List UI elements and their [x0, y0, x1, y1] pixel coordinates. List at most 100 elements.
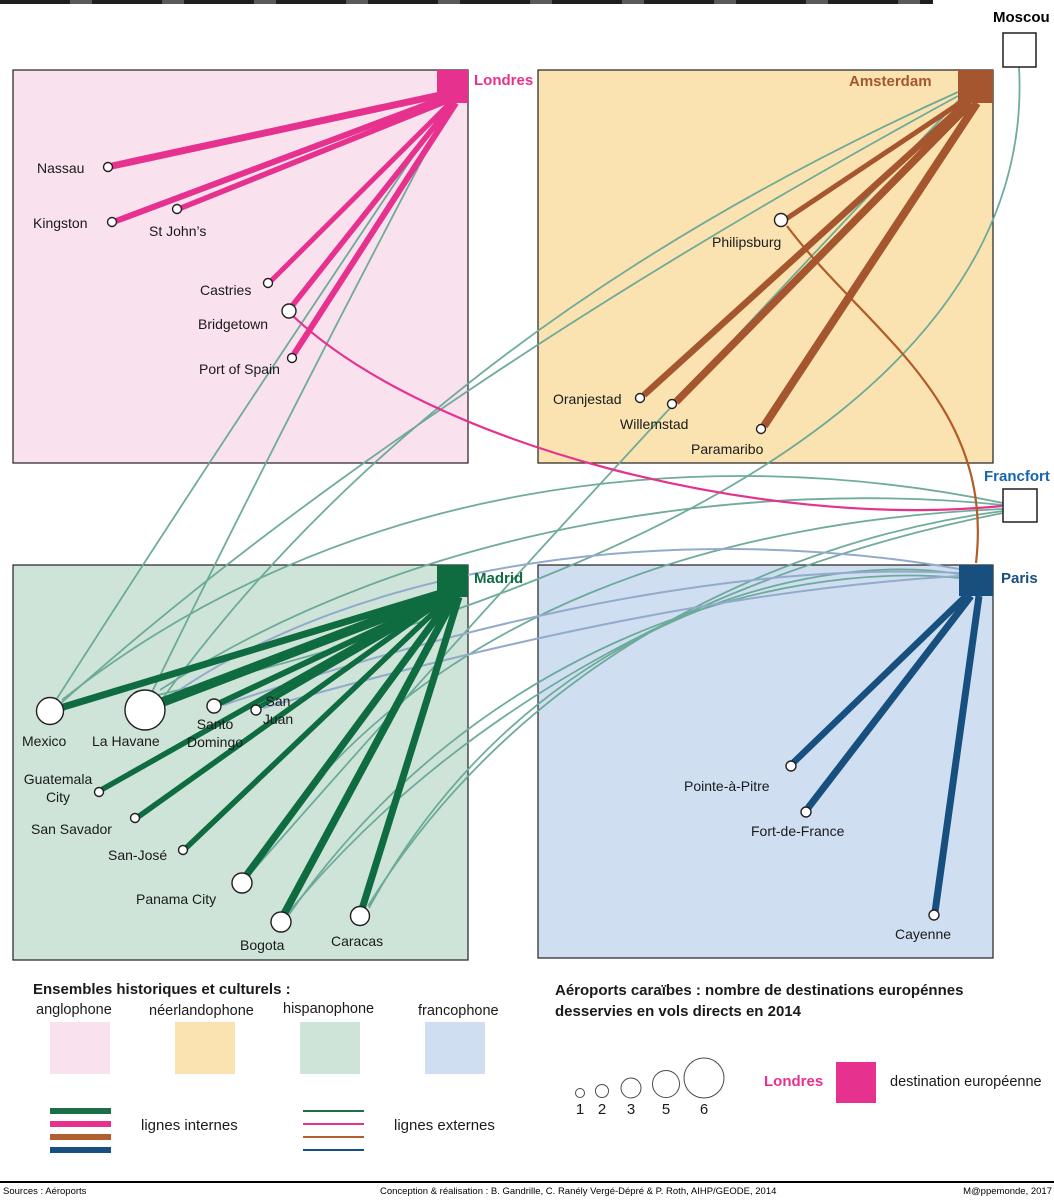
route-madrid-guatemala — [99, 592, 448, 793]
legend-internal-line-blue — [50, 1147, 111, 1153]
route-amsterdam-philipsburg — [784, 98, 965, 222]
hub-label-madrid: Madrid — [474, 570, 524, 587]
route-madrid-lahavane — [158, 589, 448, 708]
route-amsterdam-willemstad — [673, 100, 974, 405]
route-londres-bridgetown — [289, 101, 456, 308]
route-paris-bogota — [287, 574, 960, 917]
route-paris-philipsburg — [786, 225, 979, 564]
legend-size-5: 5 — [661, 1101, 671, 1118]
route-paris-caracas — [368, 568, 960, 909]
hub-label-francfort: Francfort — [984, 468, 1050, 485]
city-label-bridgetown: Bridgetown — [198, 316, 269, 332]
city-label-mexico: Mexico — [22, 733, 67, 749]
city-label-stjohns: St John’s — [149, 223, 207, 239]
legend-destination-example: Londres — [764, 1073, 824, 1090]
airport-bogota — [270, 911, 292, 933]
legend-internal-lines-label: lignes internes — [141, 1117, 238, 1134]
airport-kingston — [106, 216, 118, 228]
legend-destination-label: destination européenne — [890, 1074, 1042, 1090]
city-label-fortdefrance: Fort-de-France — [751, 823, 845, 839]
route-francfort-bridgetown — [292, 315, 1003, 512]
city-label-philipsburg: Philipsburg — [712, 234, 782, 250]
route-amsterdam-panama — [249, 98, 961, 875]
hub-square-londres — [437, 70, 468, 103]
route-londres-stjohns — [179, 98, 449, 211]
city-label-oranjestad: Oranjestad — [553, 391, 622, 407]
legend-external-line-pink — [303, 1123, 364, 1125]
legend-label-anglophone: anglophone — [36, 1002, 112, 1018]
route-madrid-panama — [242, 594, 455, 880]
city-label-caracas: Caracas — [331, 933, 384, 949]
airport-nassau — [102, 161, 114, 173]
figure-title-line2: desservies en vols directs en 2014 — [555, 1003, 801, 1020]
legend-circle-5 — [652, 1070, 680, 1098]
city-label-pointeapitre: Pointe-à-Pitre — [684, 778, 770, 794]
legend-external-lines-label: lignes externes — [394, 1117, 495, 1134]
city-label-paramaribo: Paramaribo — [691, 441, 764, 457]
route-madrid-mexico — [58, 588, 446, 712]
airport-fortdefrance — [800, 806, 812, 818]
airport-oranjestad — [634, 392, 646, 404]
hub-square-madrid — [437, 565, 468, 597]
city-label-bogota: Bogota — [240, 937, 285, 953]
route-paris-sanjuan — [262, 575, 960, 709]
hub-label-paris: Paris — [1001, 570, 1038, 587]
city-label-nassau: Nassau — [37, 160, 85, 176]
route-londres-portofspain — [291, 101, 459, 356]
legend-swatch-neerlandophone — [175, 1022, 235, 1074]
legend-swatch-hispanophone — [300, 1022, 360, 1074]
hub-square-francfort — [1002, 488, 1038, 523]
airport-sanjose — [177, 844, 189, 856]
city-label-lahavane: La Havane — [92, 733, 160, 749]
city-label-portofspain: Port of Spain — [199, 361, 280, 377]
legend-label-francophone: francophone — [418, 1003, 499, 1019]
route-francfort-bogota — [287, 512, 1004, 914]
legend-internal-line-pink — [50, 1121, 111, 1127]
route-amsterdam-oranjestad — [641, 100, 969, 398]
legend-circle-2 — [595, 1084, 609, 1098]
legend-ensembles-title: Ensembles historiques et culturels : — [33, 981, 291, 998]
top-window-strip — [0, 0, 933, 4]
route-francfort-mexico — [61, 475, 1004, 701]
internal-routes-madrid — [58, 588, 463, 916]
hub-label-amsterdam: Amsterdam — [849, 73, 932, 90]
hub-square-moscou — [1002, 32, 1037, 68]
city-label-kingston: Kingston — [33, 215, 88, 231]
route-paris-cayenne — [931, 595, 983, 913]
city-label-sanjose: San-José — [108, 847, 168, 863]
airport-caracas — [349, 905, 371, 927]
hub-square-amsterdam — [958, 70, 993, 103]
legend-label-neerlandophone: néerlandophone — [149, 1003, 254, 1019]
legend-external-line-green — [303, 1110, 364, 1112]
route-amsterdam-mexico — [59, 95, 959, 705]
legend-circle-3 — [620, 1077, 642, 1099]
internal-routes-paris — [790, 593, 983, 913]
legend-internal-line-green — [50, 1108, 111, 1114]
hub-square-paris — [959, 565, 993, 596]
legend-size-6: 6 — [699, 1101, 709, 1118]
legend-external-line-blue — [303, 1149, 364, 1151]
footer-journal: M@ppemonde, 2017 — [963, 1186, 1052, 1197]
route-madrid-bogota — [280, 595, 459, 916]
airport-circles — [35, 161, 940, 933]
airport-stjohns — [171, 203, 183, 215]
hub-label-londres: Londres — [474, 72, 534, 89]
airport-paramaribo — [755, 423, 767, 435]
internal-routes-amsterdam — [641, 98, 981, 429]
city-label-willemstad: Willemstad — [620, 416, 689, 432]
airport-guatemalacity — [93, 786, 105, 798]
airport-santodomingo — [206, 698, 222, 714]
airport-pointeapitre — [785, 760, 797, 772]
figure-title-line1: Aéroports caraïbes : nombre de destinati… — [555, 982, 964, 999]
airport-castries — [262, 277, 274, 289]
legend-size-1: 1 — [575, 1101, 585, 1118]
region-francophone-box — [537, 564, 994, 959]
route-londres-castries — [269, 101, 452, 283]
external-routes-hispanophone — [55, 66, 1021, 917]
footer-rule — [0, 1181, 1054, 1183]
city-label-sanjuan: San Juan — [262, 693, 294, 727]
route-amsterdam-paramaribo — [760, 100, 981, 429]
legend-label-hispanophone: hispanophone — [283, 1001, 375, 1017]
